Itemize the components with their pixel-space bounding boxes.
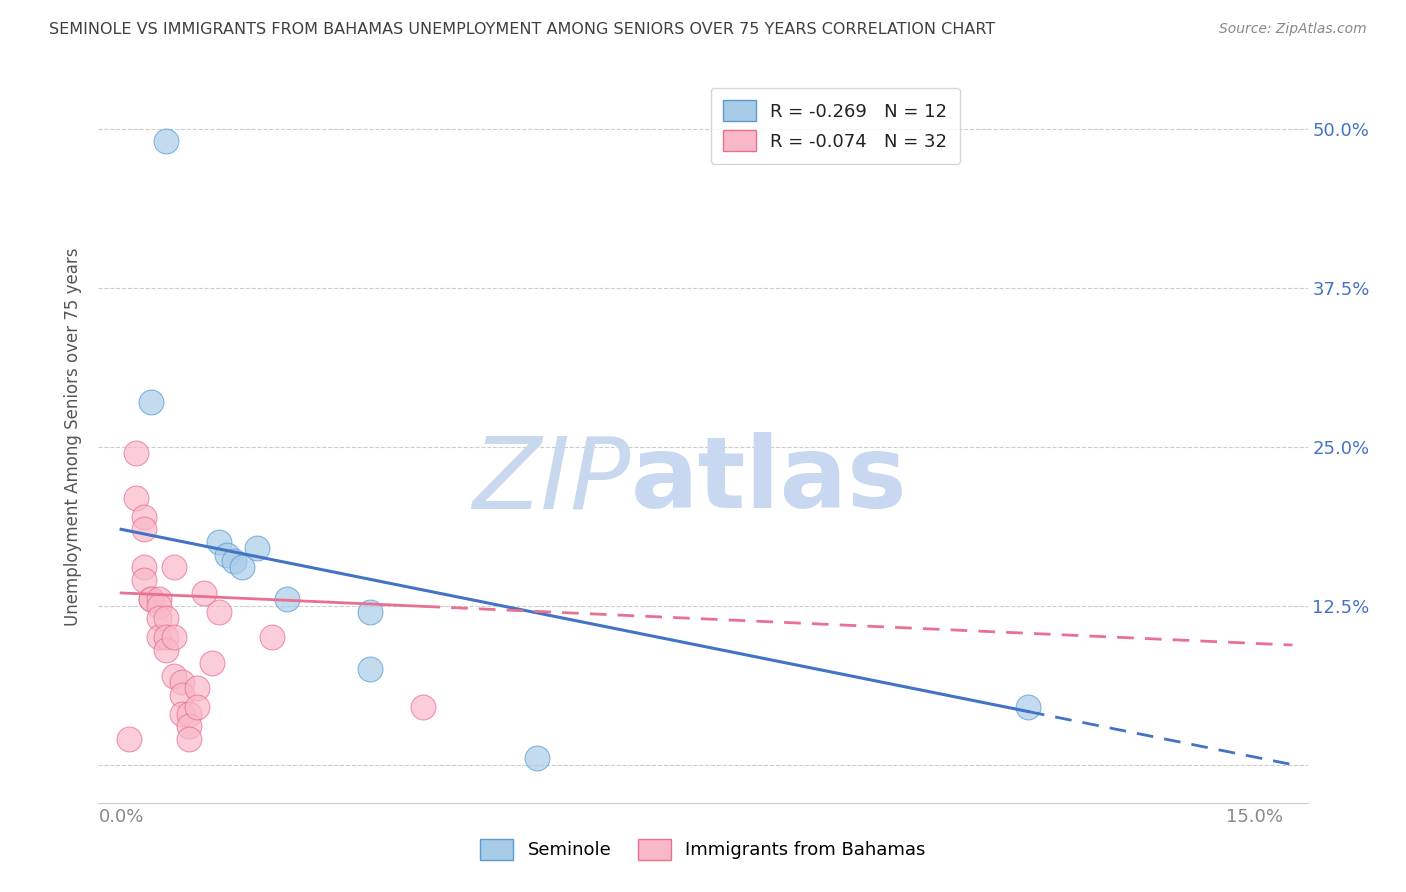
Text: atlas: atlas xyxy=(630,433,907,530)
Point xyxy=(163,560,186,574)
Point xyxy=(1017,700,1039,714)
Point xyxy=(201,656,224,670)
Point xyxy=(231,560,253,574)
Point xyxy=(148,592,170,607)
Point xyxy=(132,509,155,524)
Point xyxy=(224,554,246,568)
Y-axis label: Unemployment Among Seniors over 75 years: Unemployment Among Seniors over 75 years xyxy=(65,248,83,626)
Point xyxy=(186,681,208,696)
Point xyxy=(163,631,186,645)
Point xyxy=(193,586,215,600)
Text: SEMINOLE VS IMMIGRANTS FROM BAHAMAS UNEMPLOYMENT AMONG SENIORS OVER 75 YEARS COR: SEMINOLE VS IMMIGRANTS FROM BAHAMAS UNEM… xyxy=(49,22,995,37)
Point xyxy=(208,535,231,549)
Point xyxy=(360,605,382,619)
Point xyxy=(148,599,170,613)
Point xyxy=(246,541,269,556)
Point xyxy=(179,706,201,721)
Point xyxy=(215,548,238,562)
Point xyxy=(276,592,298,607)
Point xyxy=(170,706,193,721)
Point xyxy=(155,134,177,148)
Point xyxy=(141,395,163,409)
Point xyxy=(155,631,177,645)
Point xyxy=(155,611,177,625)
Point xyxy=(132,573,155,587)
Text: ZIP: ZIP xyxy=(472,433,630,530)
Point xyxy=(208,605,231,619)
Point xyxy=(125,446,148,460)
Point xyxy=(132,522,155,536)
Point xyxy=(412,700,434,714)
Text: Source: ZipAtlas.com: Source: ZipAtlas.com xyxy=(1219,22,1367,37)
Point xyxy=(179,732,201,747)
Point xyxy=(170,675,193,690)
Point xyxy=(526,751,548,765)
Point xyxy=(186,700,208,714)
Point xyxy=(141,592,163,607)
Point xyxy=(125,491,148,505)
Point xyxy=(170,688,193,702)
Point xyxy=(132,560,155,574)
Point xyxy=(155,643,177,657)
Point xyxy=(262,631,284,645)
Point xyxy=(163,668,186,682)
Legend: Seminole, Immigrants from Bahamas: Seminole, Immigrants from Bahamas xyxy=(474,831,932,867)
Point xyxy=(148,611,170,625)
Point xyxy=(179,719,201,733)
Point xyxy=(148,631,170,645)
Point xyxy=(360,662,382,676)
Point xyxy=(118,732,141,747)
Point xyxy=(141,592,163,607)
